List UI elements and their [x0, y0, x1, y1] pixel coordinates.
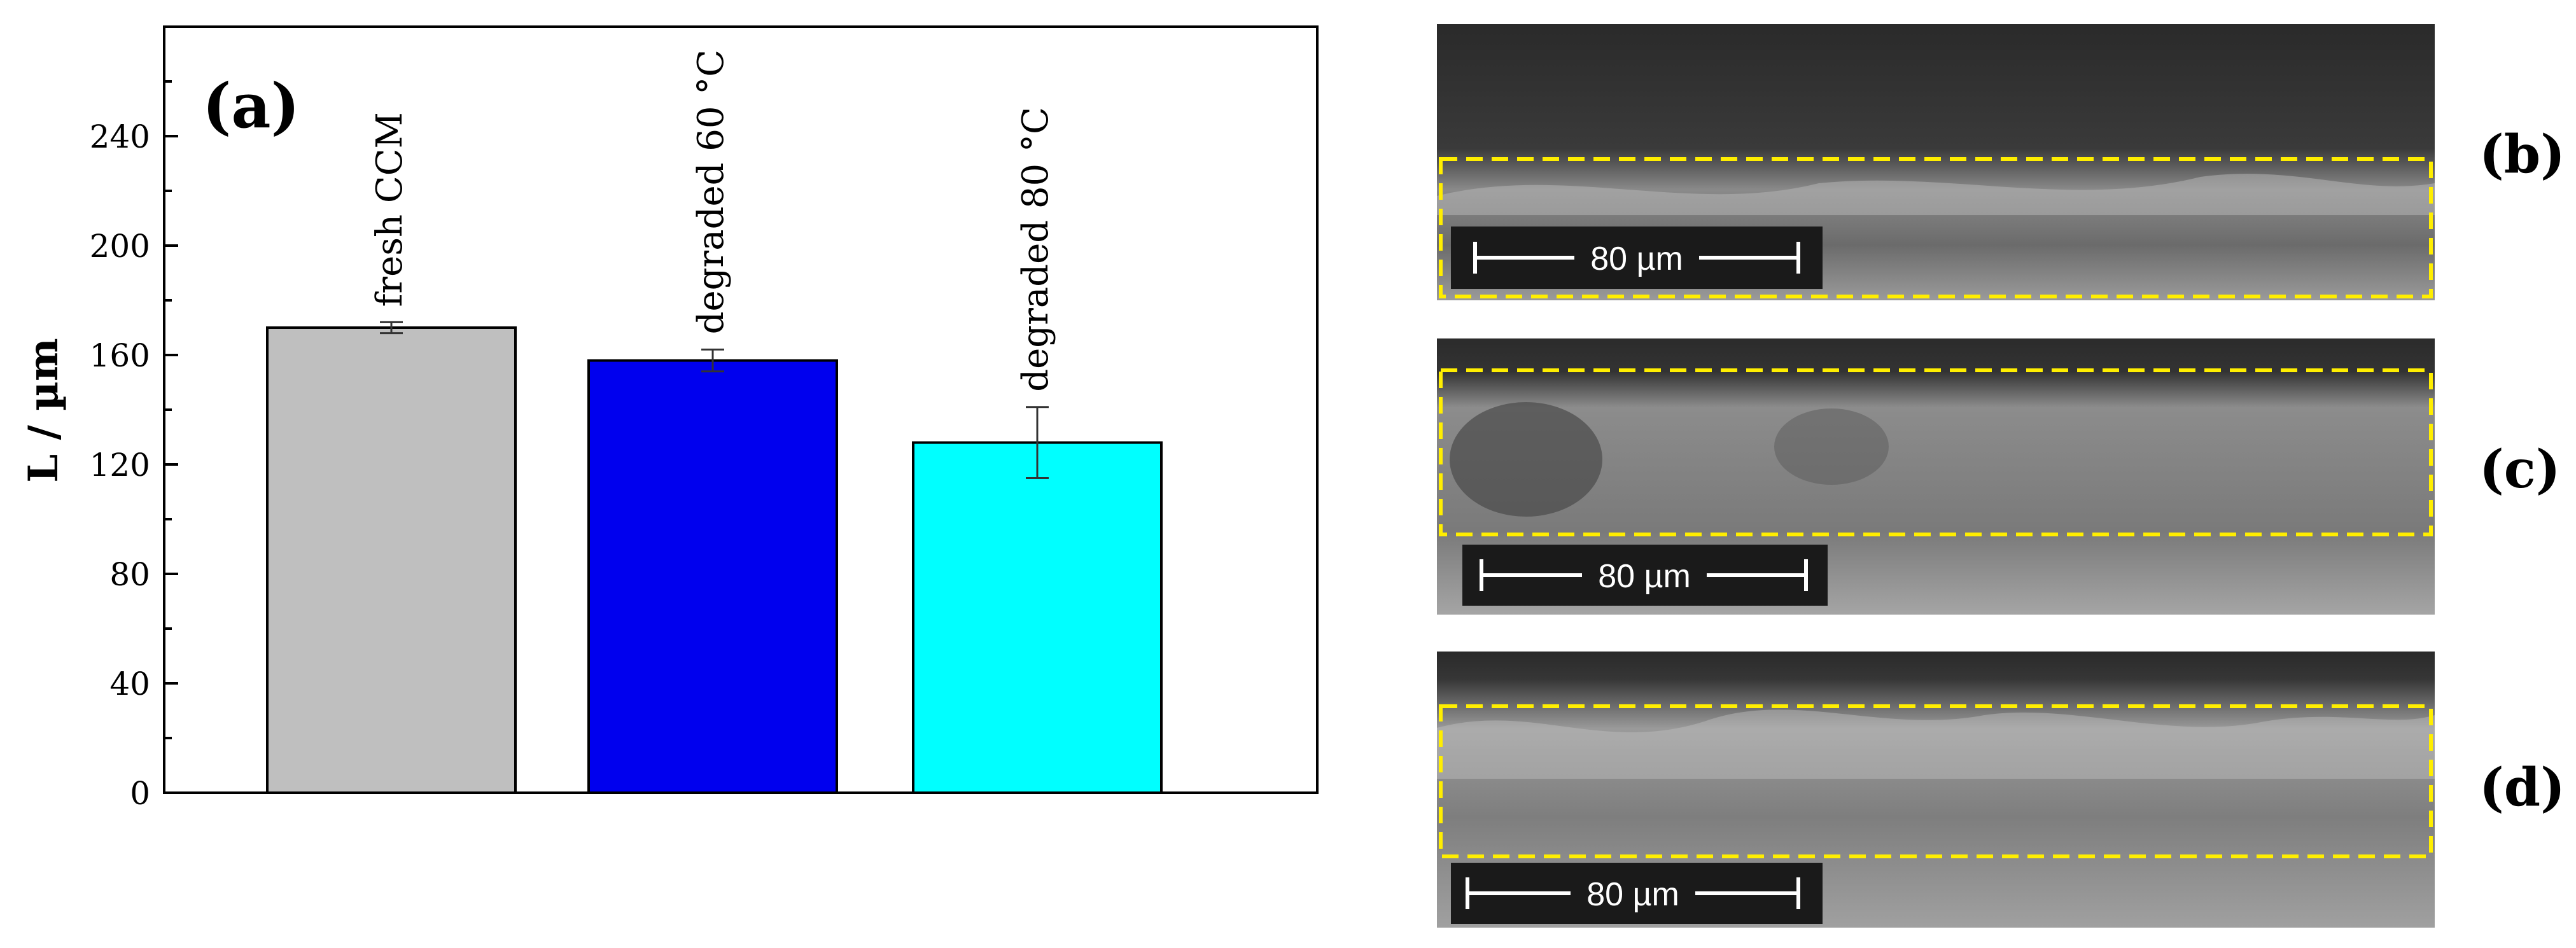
y-tick-label: 200 [90, 228, 150, 265]
bars: fresh CCM degraded 60 °C degraded 80 °C [266, 50, 1163, 794]
sem-image-b: 80 µm [1437, 24, 2435, 300]
scale-bar-b: 80 µm [1590, 240, 1683, 277]
panel-label-a: (a) [202, 70, 300, 142]
category-label-2: degraded 60 °C [690, 50, 732, 335]
category-label-1: fresh CCM [369, 112, 410, 307]
y-tick-label: 160 [90, 337, 150, 374]
y-tick-label: 240 [90, 118, 150, 155]
bar-2 [587, 359, 838, 794]
y-tick-label: 80 [109, 556, 150, 593]
y-tick-label: 120 [90, 447, 150, 484]
panel-label-d: (d) [2479, 757, 2565, 818]
y-axis: 0 40 80 120 160 200 240 [90, 25, 178, 812]
bar-3 [912, 441, 1163, 794]
category-label-3: degraded 80 °C [1015, 107, 1056, 392]
sem-image-c: 80 µm [1437, 338, 2435, 615]
y-tick-label: 40 [109, 666, 150, 702]
panel-label-c: (c) [2479, 439, 2561, 500]
scale-bar-d: 80 µm [1586, 876, 1679, 913]
bar-chart: 0 40 80 120 160 200 240 fresh CCM degraded 60 °… [20, 25, 1319, 812]
scale-bar-c: 80 µm [1598, 558, 1691, 595]
sem-image-d: 80 µm [1437, 652, 2435, 928]
panel-label-b: (b) [2479, 124, 2565, 185]
y-axis-label: L / µm [20, 338, 67, 483]
bar-1 [266, 326, 517, 794]
y-tick-label: 0 [130, 775, 150, 812]
